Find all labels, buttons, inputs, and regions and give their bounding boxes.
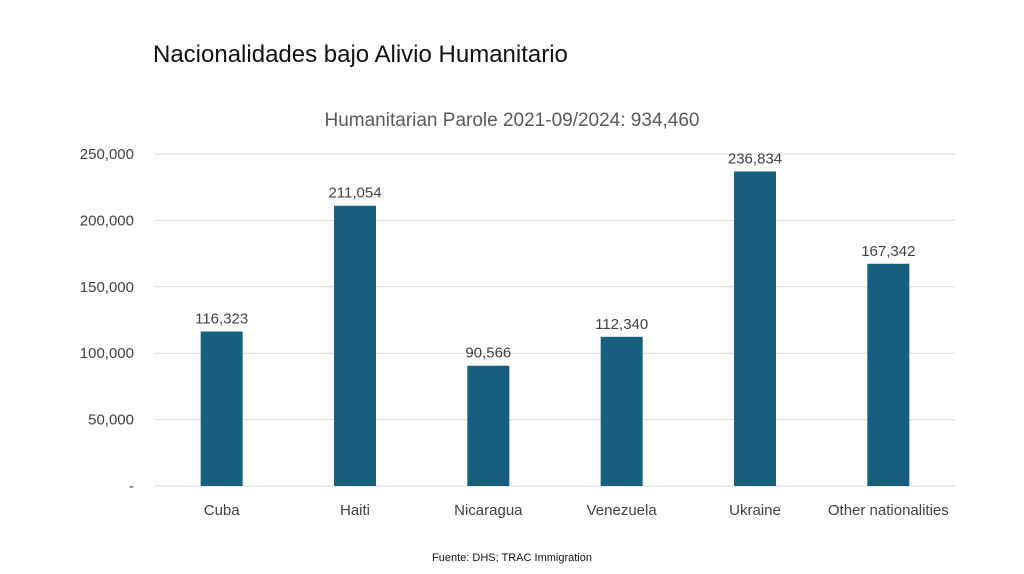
bar — [867, 263, 910, 486]
y-tick-label: - — [129, 478, 134, 495]
bar — [200, 331, 243, 486]
y-tick-label: 100,000 — [80, 345, 134, 362]
y-tick-label: 150,000 — [80, 279, 134, 296]
category-labels: Cuba Haiti Nicaragua Venezuela Ukraine Other … — [204, 502, 949, 519]
y-tick-label: 50,000 — [88, 412, 134, 429]
bar — [334, 205, 376, 487]
data-label: 112,340 — [595, 316, 648, 333]
category-label: Other nationalities — [828, 502, 949, 519]
bar — [600, 336, 643, 486]
data-label: 116,323 — [195, 311, 248, 328]
data-label: 236,834 — [728, 150, 782, 167]
category-label: Haiti — [340, 502, 370, 519]
category-label: Ukraine — [729, 502, 781, 519]
category-label: Cuba — [204, 502, 241, 519]
data-label: 211,054 — [328, 185, 381, 202]
y-tick-label: 200,000 — [80, 212, 134, 229]
slide-title: Nacionalidades bajo Alivio Humanitario — [153, 41, 568, 68]
category-label: Venezuela — [587, 502, 658, 519]
source-note: Fuente: DHS; TRAC Immigration — [432, 552, 592, 564]
y-tick-labels: - 50,000 100,000 150,000 200,000 250,000 — [80, 146, 134, 495]
data-label: 90,566 — [465, 345, 511, 362]
gridlines — [155, 153, 955, 487]
bar — [467, 365, 510, 486]
bar — [734, 171, 776, 487]
category-label: Nicaragua — [454, 502, 523, 519]
bars — [200, 171, 910, 487]
chart-title: Humanitarian Parole 2021-09/2024: 934,46… — [324, 110, 700, 131]
y-tick-label: 250,000 — [80, 146, 134, 163]
data-label: 167,342 — [861, 243, 915, 260]
data-labels: 116,323 211,054 90,566 112,340 236,834 167,34… — [195, 150, 915, 361]
